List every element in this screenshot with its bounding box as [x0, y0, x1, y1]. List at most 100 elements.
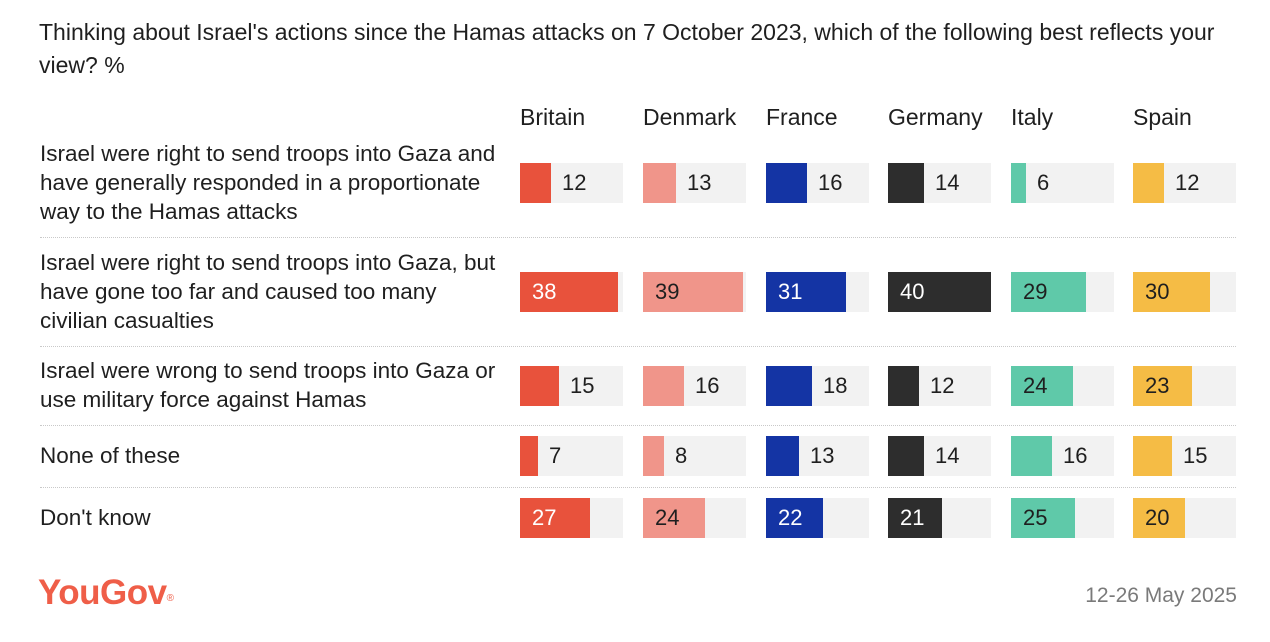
bar-value-label: 16 [818, 170, 843, 195]
column-header-britain: Britain [520, 104, 586, 130]
bar-value-label: 12 [930, 373, 955, 398]
bar-cell: 12 [520, 163, 623, 203]
yougov-logo: YouGov® [38, 572, 174, 614]
bar-denmark [643, 163, 676, 203]
bar-cell: 12 [1133, 163, 1236, 203]
column-header-spain: Spain [1133, 104, 1192, 130]
bar-value-label: 12 [562, 170, 587, 195]
bar-cell: 20 [1133, 498, 1236, 538]
bar-britain [520, 272, 618, 312]
bar-cell: 6 [1011, 163, 1114, 203]
bar-italy [1011, 272, 1086, 312]
row-label: None of these [40, 443, 181, 468]
bar-denmark [643, 272, 743, 312]
bar-cell: 16 [766, 163, 869, 203]
bar-cell: 23 [1133, 366, 1236, 406]
row-separator [40, 237, 1236, 238]
bar-value-label: 13 [810, 443, 835, 468]
bar-value-label: 15 [570, 373, 595, 398]
bar-spain [1133, 498, 1185, 538]
bar-value-label: 25 [1023, 505, 1048, 530]
bar-value-label: 23 [1145, 373, 1170, 398]
bar-cell: 12 [888, 366, 991, 406]
bar-cell: 14 [888, 436, 991, 476]
bar-france [766, 163, 807, 203]
bar-cell: 38 [520, 272, 623, 312]
bar-value-label: 38 [532, 279, 557, 304]
bar-france [766, 366, 812, 406]
bar-spain [1133, 272, 1210, 312]
bar-cell: 16 [1011, 436, 1114, 476]
bar-denmark [643, 366, 684, 406]
bar-cell: 27 [520, 498, 623, 538]
bar-germany [888, 498, 942, 538]
row-label: Israel were right to send troops into Ga… [40, 250, 496, 333]
bar-cell: 24 [643, 498, 746, 538]
bar-france [766, 272, 846, 312]
bar-value-label: 29 [1023, 279, 1048, 304]
bar-value-label: 21 [900, 505, 925, 530]
bar-value-label: 39 [655, 279, 680, 304]
bar-italy [1011, 436, 1052, 476]
bar-value-label: 6 [1037, 170, 1050, 195]
bar-cell: 29 [1011, 272, 1114, 312]
bar-cell: 24 [1011, 366, 1114, 406]
bar-italy [1011, 366, 1073, 406]
bar-denmark [643, 498, 705, 538]
bar-cell: 7 [520, 436, 623, 476]
bar-cell: 31 [766, 272, 869, 312]
bar-value-label: 27 [532, 505, 557, 530]
bar-britain [520, 163, 551, 203]
bar-italy [1011, 163, 1026, 203]
row-separator [40, 487, 1236, 488]
bar-germany [888, 163, 924, 203]
row-label: Israel were wrong to send troops into Ga… [40, 358, 496, 412]
bar-value-label: 16 [695, 373, 720, 398]
row-label: Israel were right to send troops into Ga… [40, 141, 496, 224]
chart-title: Thinking about Israel's actions since th… [39, 19, 1215, 78]
bar-value-label: 24 [1023, 373, 1048, 398]
column-header-denmark: Denmark [643, 104, 737, 130]
row-label: Don't know [40, 505, 151, 530]
bar-cell: 25 [1011, 498, 1114, 538]
bar-value-label: 40 [900, 279, 925, 304]
bar-value-label: 8 [675, 443, 688, 468]
bar-spain [1133, 163, 1164, 203]
bar-italy [1011, 498, 1075, 538]
column-header-germany: Germany [888, 104, 983, 130]
bar-value-label: 20 [1145, 505, 1170, 530]
survey-date: 12-26 May 2025 [1085, 584, 1237, 607]
bar-germany [888, 436, 924, 476]
bar-cell: 15 [520, 366, 623, 406]
bar-value-label: 14 [935, 443, 960, 468]
bar-cell: 13 [643, 163, 746, 203]
bar-value-label: 18 [823, 373, 848, 398]
bar-cell: 30 [1133, 272, 1236, 312]
bar-cell: 18 [766, 366, 869, 406]
bar-value-label: 22 [778, 505, 803, 530]
bar-value-label: 24 [655, 505, 680, 530]
bar-value-label: 14 [935, 170, 960, 195]
bar-value-label: 30 [1145, 279, 1170, 304]
bar-value-label: 16 [1063, 443, 1088, 468]
bar-britain [520, 498, 590, 538]
column-header-italy: Italy [1011, 104, 1054, 130]
bar-france [766, 436, 799, 476]
bar-spain [1133, 366, 1192, 406]
bar-cell: 14 [888, 163, 991, 203]
bar-cell: 21 [888, 498, 991, 538]
row-separator [40, 346, 1236, 347]
registered-mark: ® [166, 593, 174, 604]
bar-britain [520, 366, 559, 406]
bar-france [766, 498, 823, 538]
bar-britain [520, 436, 538, 476]
bar-germany [888, 366, 919, 406]
column-header-france: France [766, 104, 838, 130]
bar-cell: 13 [766, 436, 869, 476]
bar-spain [1133, 436, 1172, 476]
bar-value-label: 13 [687, 170, 712, 195]
bar-cell: 8 [643, 436, 746, 476]
brand-name: YouGov [38, 573, 167, 612]
row-separator [40, 425, 1236, 426]
bar-cell: 16 [643, 366, 746, 406]
